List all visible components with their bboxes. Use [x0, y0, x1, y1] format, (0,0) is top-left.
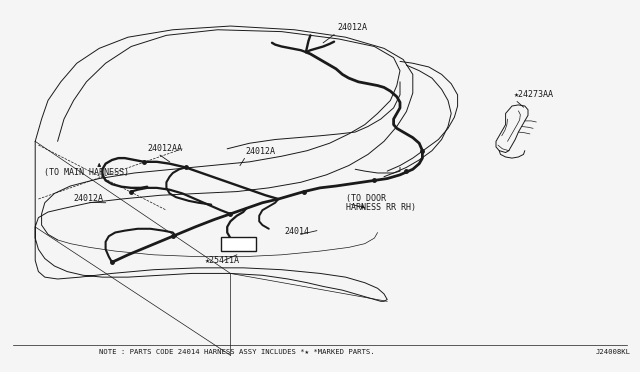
Text: (TO MAIN HARNESS): (TO MAIN HARNESS) [44, 169, 129, 177]
Text: 24012A: 24012A [245, 147, 275, 156]
Text: ★25411A: ★25411A [205, 256, 240, 265]
Text: HARNESS RR RH): HARNESS RR RH) [346, 203, 415, 212]
Text: J24008KL: J24008KL [595, 349, 630, 355]
Text: 24012AA: 24012AA [147, 144, 182, 153]
Text: ★24273AA: ★24273AA [514, 90, 554, 99]
Text: 24012A: 24012A [74, 194, 104, 203]
Text: NOTE : PARTS CODE 24014 HARNESS ASSY INCLUDES *★ *MARKED PARTS.: NOTE : PARTS CODE 24014 HARNESS ASSY INC… [99, 349, 375, 355]
Text: 24012A: 24012A [338, 23, 368, 32]
Text: 24014: 24014 [285, 227, 310, 236]
FancyBboxPatch shape [221, 237, 256, 251]
Text: (TO DOOR: (TO DOOR [346, 194, 385, 203]
